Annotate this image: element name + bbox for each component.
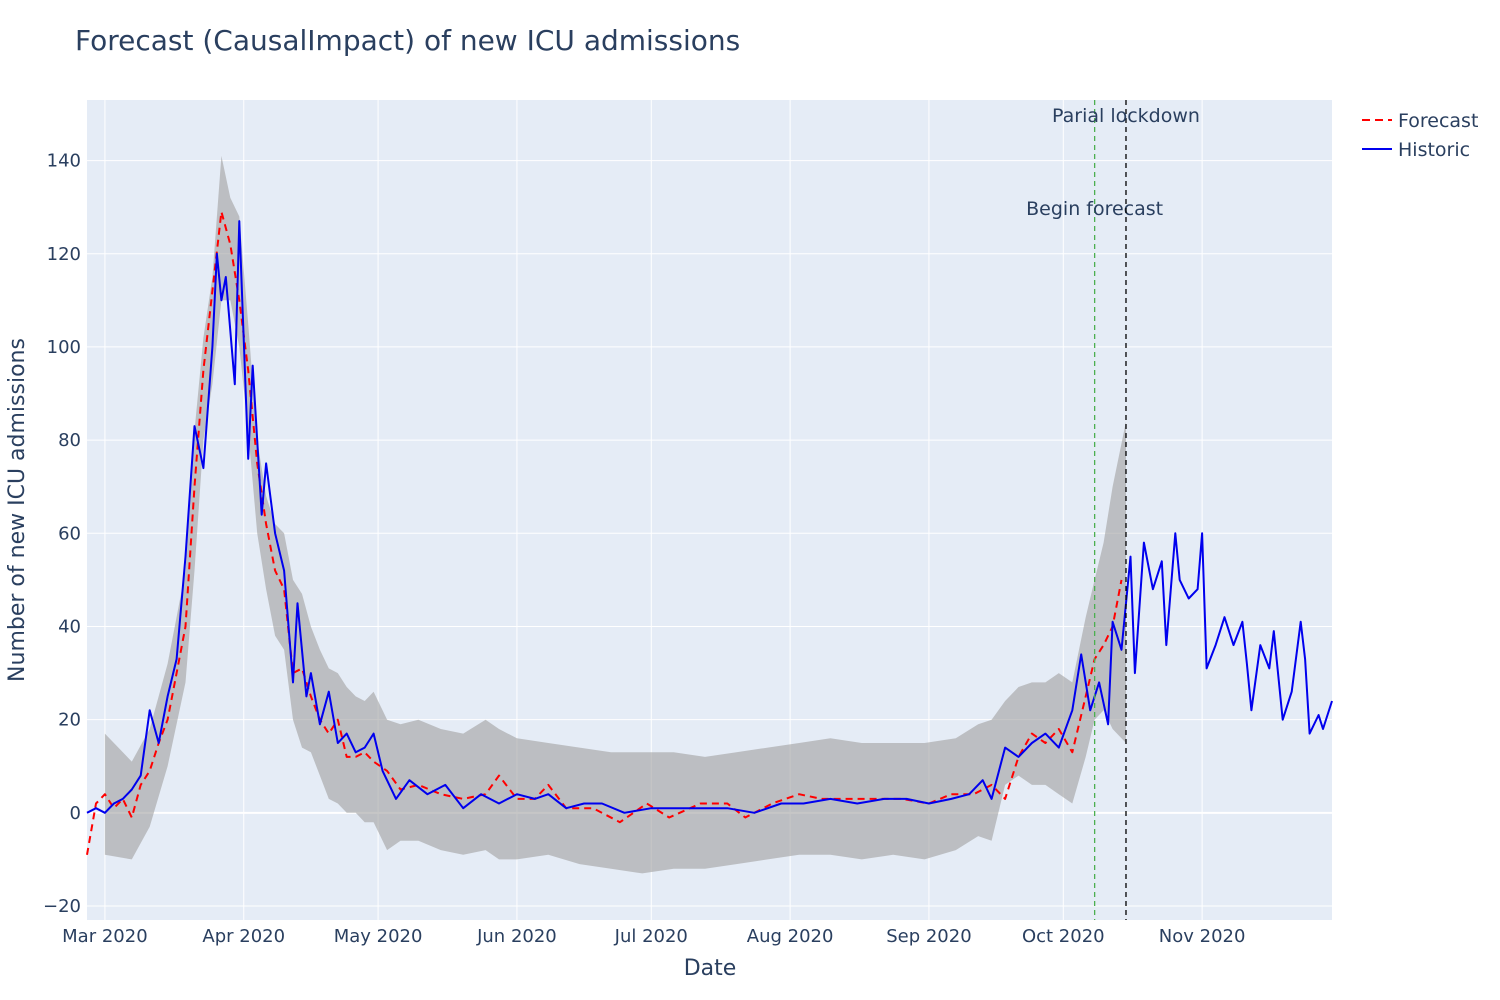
y-tick-label: −20: [43, 896, 81, 917]
vertical-markers: Begin forecast Parial lockdown: [1026, 100, 1200, 920]
legend-label-forecast: Forecast: [1398, 110, 1478, 132]
legend-label-historic: Historic: [1398, 139, 1470, 161]
x-tick-label: Jul 2020: [614, 926, 688, 947]
x-axis-ticks: Mar 2020 Apr 2020 May 2020 Jun 2020 Jul 2020…: [62, 926, 1245, 947]
legend[interactable]: Forecast Historic: [1362, 110, 1478, 161]
legend-item-historic[interactable]: Historic: [1362, 139, 1470, 161]
x-tick-label: Apr 2020: [202, 926, 285, 947]
legend-item-forecast[interactable]: Forecast: [1362, 110, 1478, 132]
series-lines: [86, 210, 1333, 855]
x-tick-label: Sep 2020: [886, 926, 971, 947]
plot-area[interactable]: Begin forecast Parial lockdown: [86, 100, 1333, 920]
y-tick-label: 80: [58, 430, 81, 451]
y-tick-label: 0: [70, 803, 81, 824]
series-line-historic: [86, 220, 1333, 814]
x-tick-label: Mar 2020: [62, 926, 148, 947]
y-tick-label: 60: [58, 523, 81, 544]
y-tick-label: 100: [47, 337, 81, 358]
x-tick-label: May 2020: [334, 926, 423, 947]
y-axis-ticks: −20 0 20 40 60 80 100 120 140: [43, 151, 81, 917]
vertical-marker-label: Begin forecast: [1026, 198, 1163, 220]
vertical-marker-label: Parial lockdown: [1052, 105, 1200, 127]
series-line-forecast: [86, 210, 1123, 855]
x-tick-label: Aug 2020: [747, 926, 834, 947]
x-tick-label: Oct 2020: [1022, 926, 1105, 947]
x-tick-label: Nov 2020: [1159, 926, 1246, 947]
y-tick-label: 120: [47, 244, 81, 265]
y-tick-label: 40: [58, 616, 81, 637]
chart-title: Forecast (CausalImpact) of new ICU admis…: [75, 24, 740, 57]
y-tick-label: 20: [58, 710, 81, 731]
y-axis-label: Number of new ICU admissions: [5, 338, 30, 682]
x-tick-label: Jun 2020: [476, 926, 557, 947]
x-axis-label: Date: [684, 956, 737, 981]
y-tick-label: 140: [47, 151, 81, 172]
